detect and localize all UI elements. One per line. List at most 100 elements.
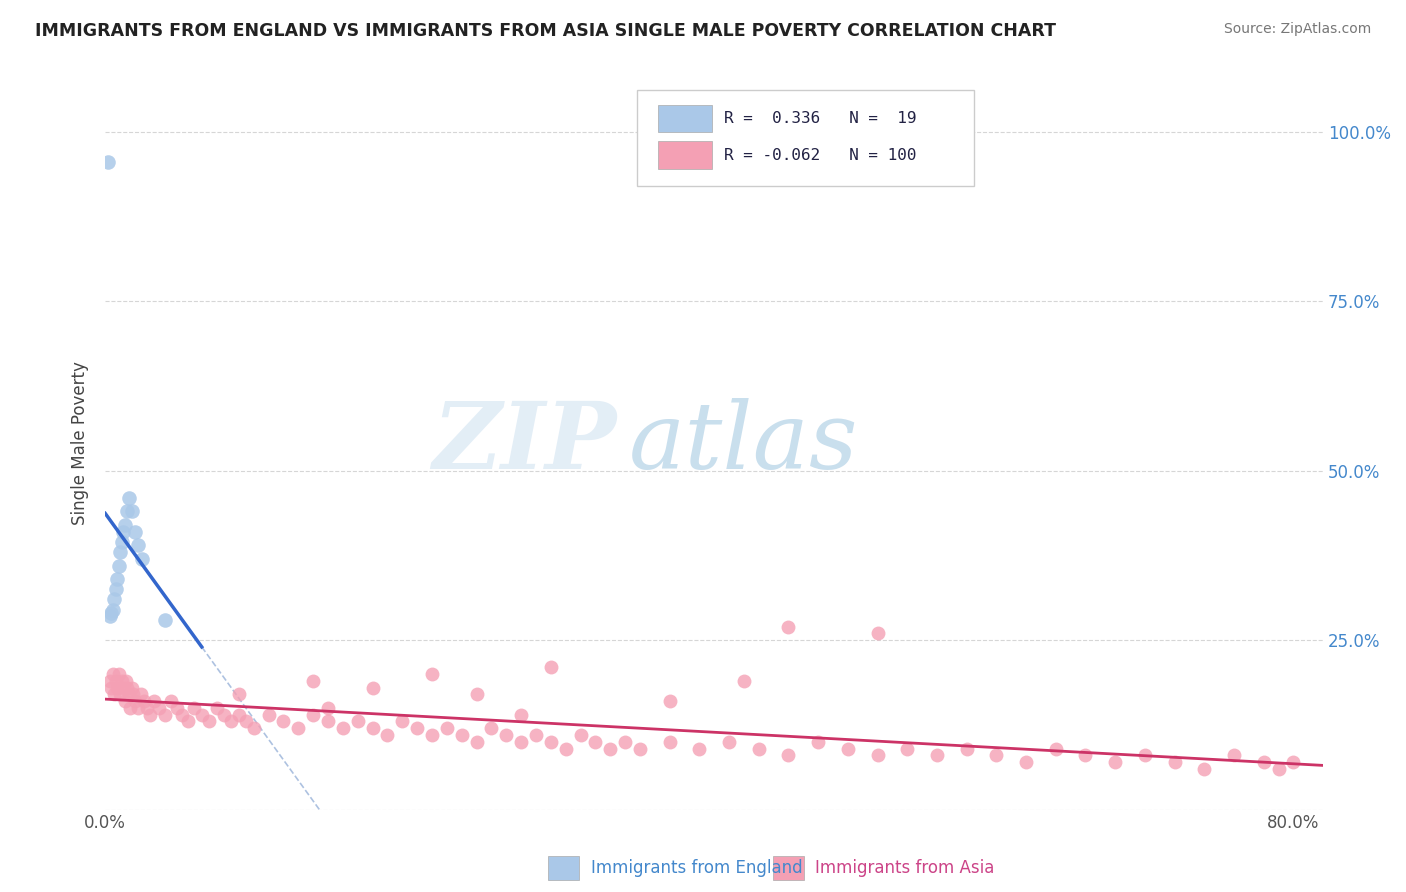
Point xyxy=(183,701,205,715)
Point xyxy=(101,667,124,681)
Point xyxy=(205,701,228,715)
Point xyxy=(143,694,166,708)
Text: R =  0.336   N =  19: R = 0.336 N = 19 xyxy=(724,111,917,126)
Point xyxy=(510,707,533,722)
Point xyxy=(1223,748,1246,763)
Text: ZIP: ZIP xyxy=(433,399,617,489)
Text: R = -0.062   N = 100: R = -0.062 N = 100 xyxy=(724,147,917,162)
Point xyxy=(733,673,755,688)
Point xyxy=(121,504,143,518)
Point xyxy=(190,707,212,722)
Point xyxy=(510,735,533,749)
Point xyxy=(1253,755,1275,769)
Point xyxy=(97,155,120,169)
Point xyxy=(287,721,309,735)
FancyBboxPatch shape xyxy=(658,141,711,169)
Point xyxy=(121,681,143,695)
Text: Immigrants from Asia: Immigrants from Asia xyxy=(815,859,995,877)
Point xyxy=(1045,741,1067,756)
Point xyxy=(172,707,194,722)
Point xyxy=(807,735,830,749)
Point xyxy=(1163,755,1185,769)
Point xyxy=(837,741,859,756)
FancyBboxPatch shape xyxy=(637,90,973,186)
Point xyxy=(235,714,257,729)
Point xyxy=(107,558,129,573)
Point xyxy=(198,714,221,729)
Point xyxy=(583,735,606,749)
Point xyxy=(242,721,264,735)
Point xyxy=(110,673,132,688)
Point xyxy=(718,735,741,749)
Point xyxy=(778,619,800,633)
Point xyxy=(748,741,770,756)
Point xyxy=(98,673,121,688)
Point xyxy=(391,714,413,729)
Point xyxy=(118,491,141,505)
Point xyxy=(101,602,124,616)
Point xyxy=(599,741,621,756)
Point xyxy=(406,721,429,735)
Point xyxy=(153,613,176,627)
Point xyxy=(110,534,132,549)
Point xyxy=(1074,748,1097,763)
Point xyxy=(177,714,200,729)
Point xyxy=(115,673,138,688)
Point xyxy=(122,687,145,701)
Point xyxy=(148,701,170,715)
Point xyxy=(117,504,139,518)
Point xyxy=(1282,755,1305,769)
Point xyxy=(361,681,384,695)
Point xyxy=(112,681,135,695)
Point xyxy=(131,551,153,566)
Point xyxy=(124,694,146,708)
Point xyxy=(228,707,250,722)
Point xyxy=(221,714,243,729)
Point xyxy=(129,687,152,701)
Point xyxy=(896,741,918,756)
Point xyxy=(139,707,162,722)
Point xyxy=(302,673,325,688)
Point xyxy=(105,681,128,695)
Point xyxy=(127,701,149,715)
Point xyxy=(120,701,142,715)
Point xyxy=(346,714,368,729)
Point xyxy=(658,735,681,749)
Point xyxy=(316,714,339,729)
Point xyxy=(132,694,155,708)
Point xyxy=(127,538,149,552)
Point xyxy=(103,687,125,701)
Point xyxy=(540,660,562,674)
Point xyxy=(273,714,295,729)
Point xyxy=(956,741,979,756)
Y-axis label: Single Male Poverty: Single Male Poverty xyxy=(72,361,89,525)
Point xyxy=(107,667,129,681)
Point xyxy=(778,748,800,763)
Point xyxy=(228,687,250,701)
Point xyxy=(105,572,128,586)
Text: atlas: atlas xyxy=(628,399,859,489)
Point xyxy=(986,748,1008,763)
Text: Source: ZipAtlas.com: Source: ZipAtlas.com xyxy=(1223,22,1371,37)
Point xyxy=(114,694,136,708)
Point xyxy=(112,524,135,539)
Point xyxy=(100,606,122,620)
Point xyxy=(135,701,157,715)
Point xyxy=(479,721,502,735)
Point xyxy=(1133,748,1156,763)
Text: IMMIGRANTS FROM ENGLAND VS IMMIGRANTS FROM ASIA SINGLE MALE POVERTY CORRELATION : IMMIGRANTS FROM ENGLAND VS IMMIGRANTS FR… xyxy=(35,22,1056,40)
Point xyxy=(495,728,517,742)
Point xyxy=(166,701,188,715)
Point xyxy=(302,707,325,722)
Point xyxy=(420,728,443,742)
Point xyxy=(117,681,139,695)
Point xyxy=(1267,762,1289,776)
Point xyxy=(925,748,948,763)
Point xyxy=(212,707,235,722)
Point xyxy=(540,735,562,749)
Point xyxy=(628,741,651,756)
Point xyxy=(436,721,458,735)
Point xyxy=(108,545,131,559)
Point xyxy=(159,694,181,708)
Point xyxy=(316,701,339,715)
